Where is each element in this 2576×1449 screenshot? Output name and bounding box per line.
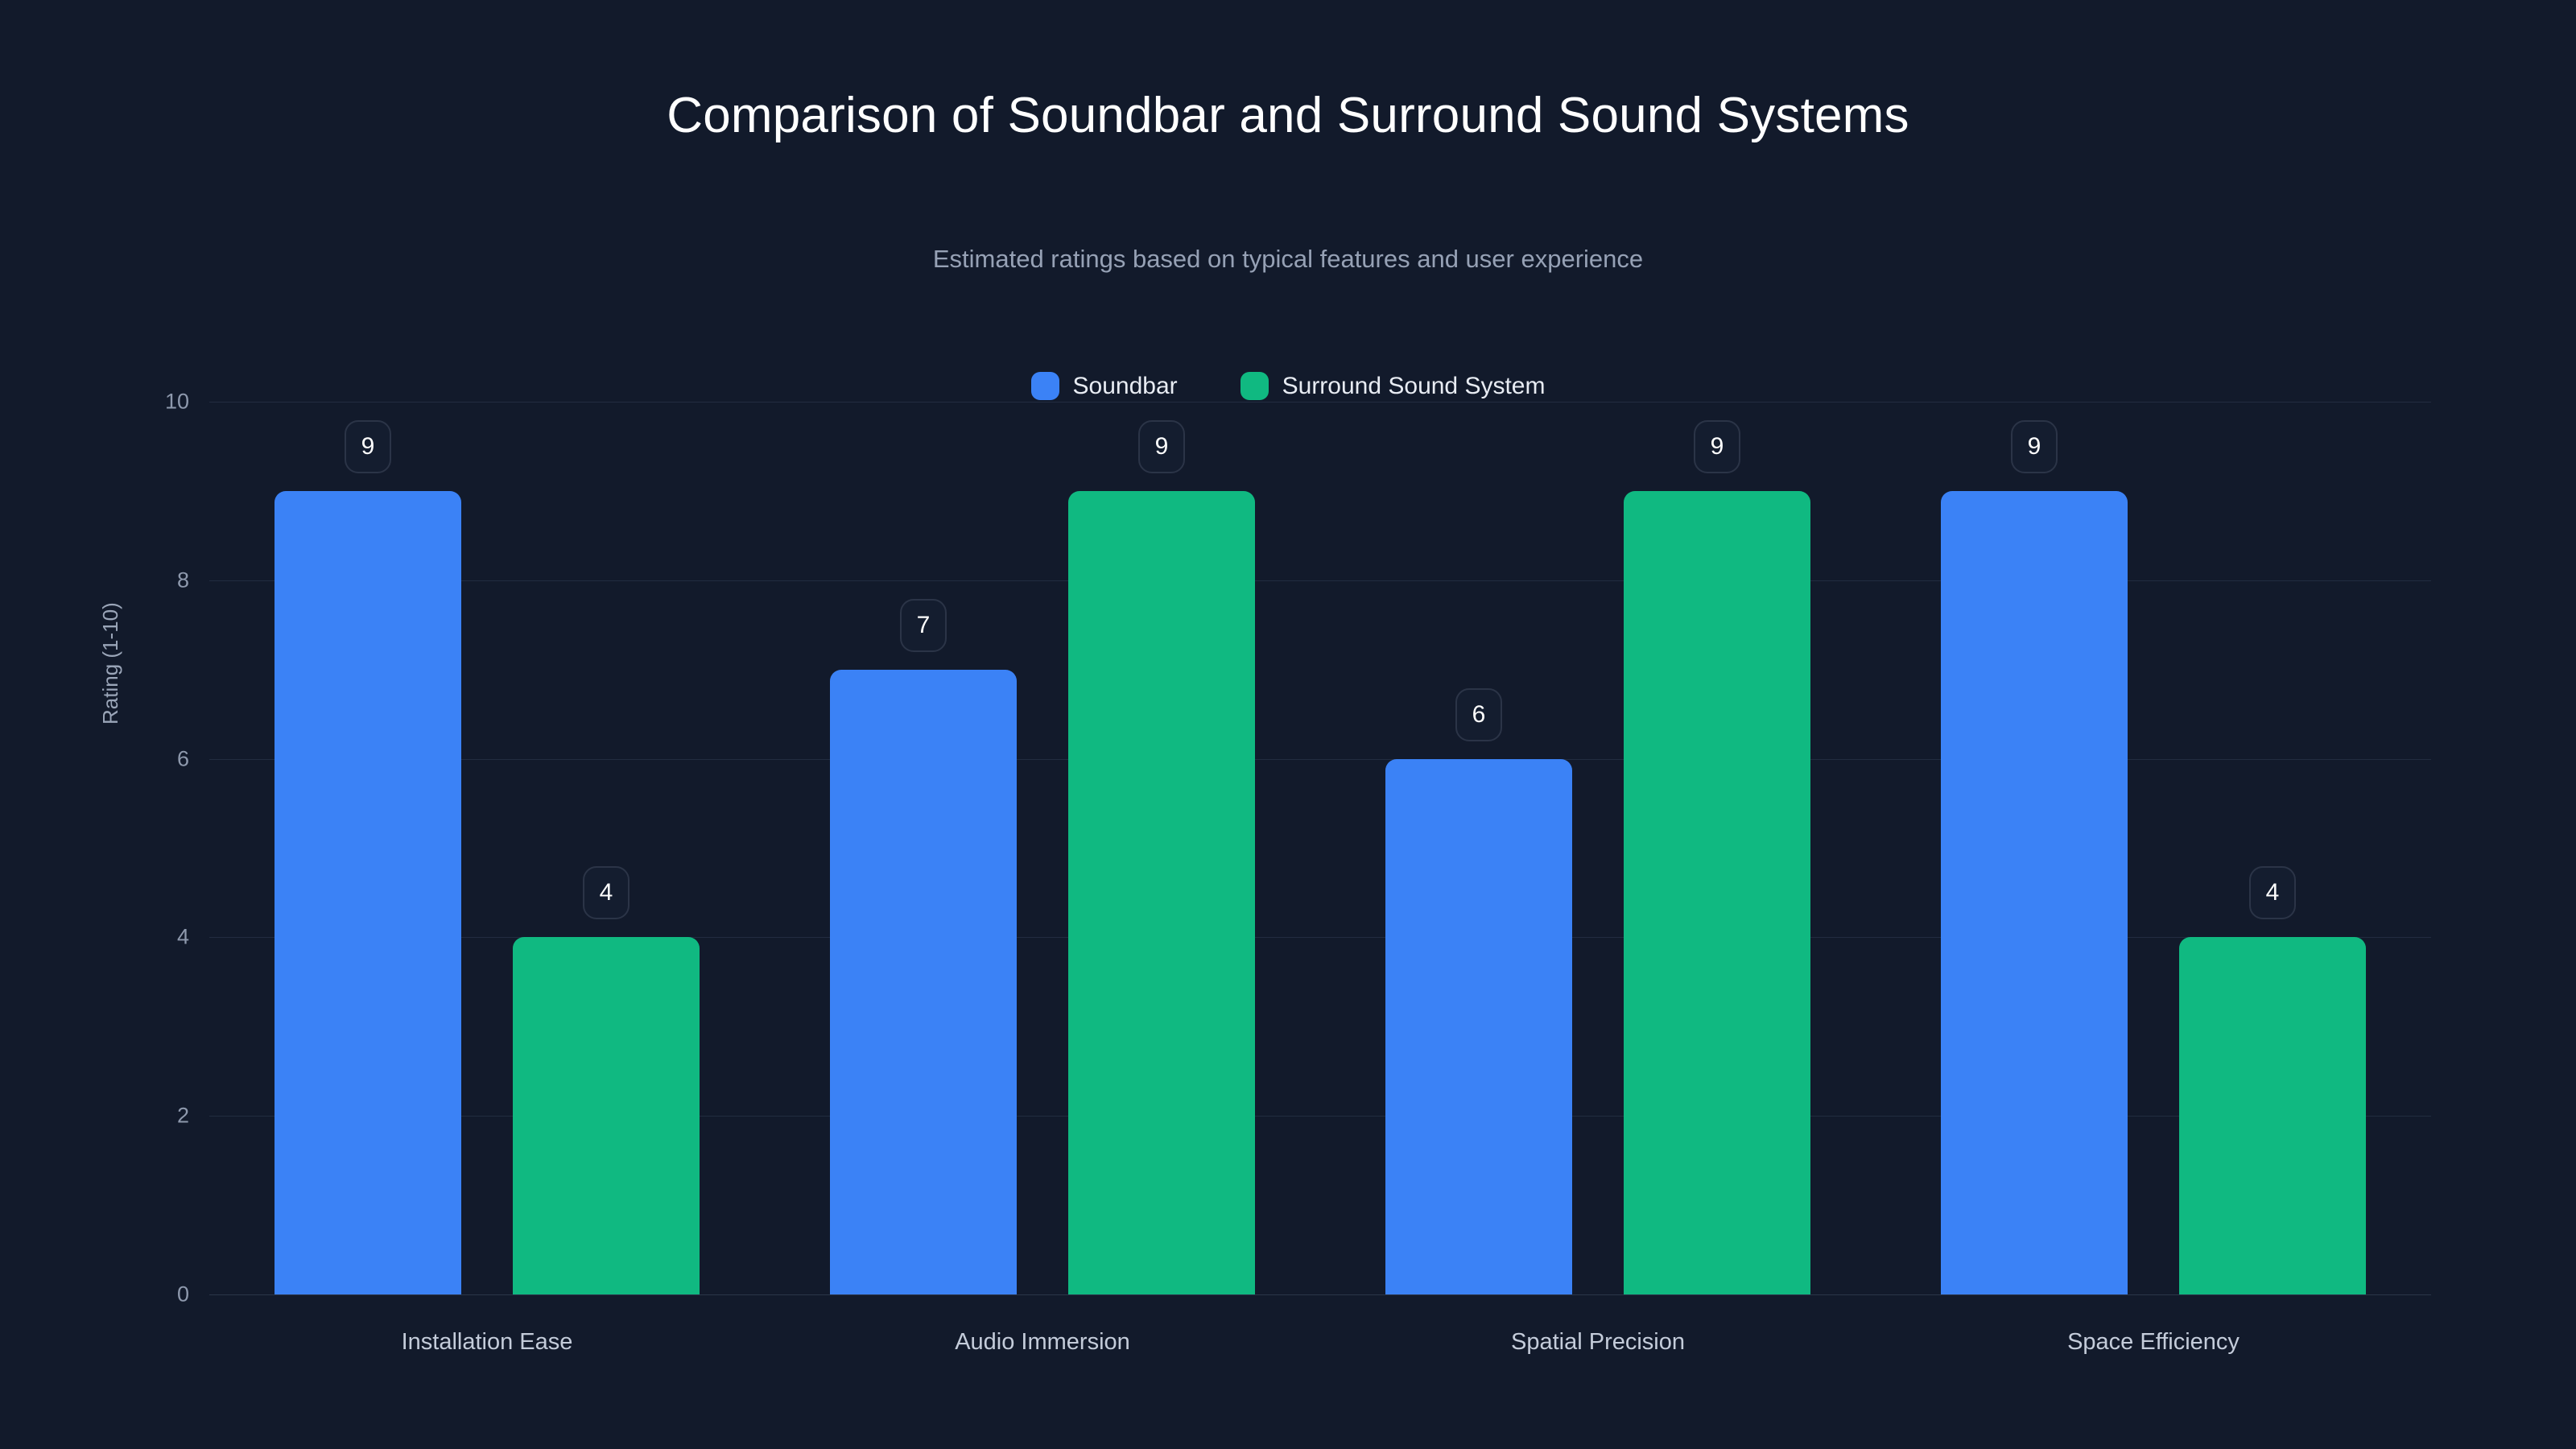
y-axis-tick-label: 6 (176, 746, 189, 771)
legend-label: Soundbar (1072, 372, 1178, 399)
bar-value-badge: 6 (1455, 687, 1502, 741)
bar-surround-sound-system[interactable] (513, 937, 700, 1294)
page-title: Comparison of Soundbar and Surround Soun… (667, 88, 1909, 143)
y-axis-tick-label: 8 (176, 568, 189, 592)
bar-value-badge: 4 (583, 866, 630, 920)
bar-soundbar[interactable] (830, 669, 1017, 1294)
bar-value-badge: 9 (2011, 419, 2058, 473)
bar-value-badge: 7 (900, 598, 947, 652)
bar-surround-sound-system[interactable] (1068, 490, 1255, 1294)
bar-soundbar[interactable] (1385, 758, 1572, 1294)
x-axis-tick-label: Spatial Precision (1511, 1329, 1685, 1355)
bar-value-badge: 4 (2249, 866, 2296, 920)
y-axis-label: Rating (1-10) (98, 602, 122, 724)
bar-soundbar[interactable] (275, 490, 461, 1294)
legend-swatch-icon (1240, 372, 1269, 400)
y-axis-tick-label: 10 (164, 389, 189, 414)
bar-surround-sound-system[interactable] (1624, 490, 1810, 1294)
x-axis-tick-label: Installation Ease (401, 1329, 573, 1355)
chart-legend: Soundbar Surround Sound System (0, 372, 2576, 400)
gridline (209, 1294, 2431, 1295)
x-axis-tick-label: Audio Immersion (955, 1329, 1130, 1355)
legend-label: Surround Sound System (1282, 372, 1546, 399)
legend-item-surround-sound-system[interactable]: Surround Sound System (1240, 372, 1546, 400)
y-axis-tick-label: 0 (176, 1282, 189, 1307)
gridline (209, 937, 2431, 939)
gridline (209, 758, 2431, 760)
bar-value-badge: 9 (345, 419, 391, 473)
y-axis-tick-label: 4 (176, 924, 189, 949)
chart-subtitle: Estimated ratings based on typical featu… (932, 245, 1644, 273)
legend-item-soundbar[interactable]: Soundbar (1030, 372, 1178, 400)
plot-area: 0 2 4 6 8 10 9 4 Installation Ease 7 9 Audio Immers… (165, 390, 2431, 1355)
gridline (209, 1116, 2431, 1117)
x-axis-tick-label: Space Efficiency (2067, 1329, 2240, 1355)
gridline (209, 580, 2431, 581)
bar-soundbar[interactable] (1941, 490, 2128, 1294)
bar-value-badge: 9 (1138, 419, 1185, 473)
bar-value-badge: 9 (1694, 419, 1740, 473)
bar-surround-sound-system[interactable] (2179, 937, 2366, 1294)
legend-swatch-icon (1030, 372, 1059, 400)
y-axis-tick-label: 2 (176, 1103, 189, 1128)
